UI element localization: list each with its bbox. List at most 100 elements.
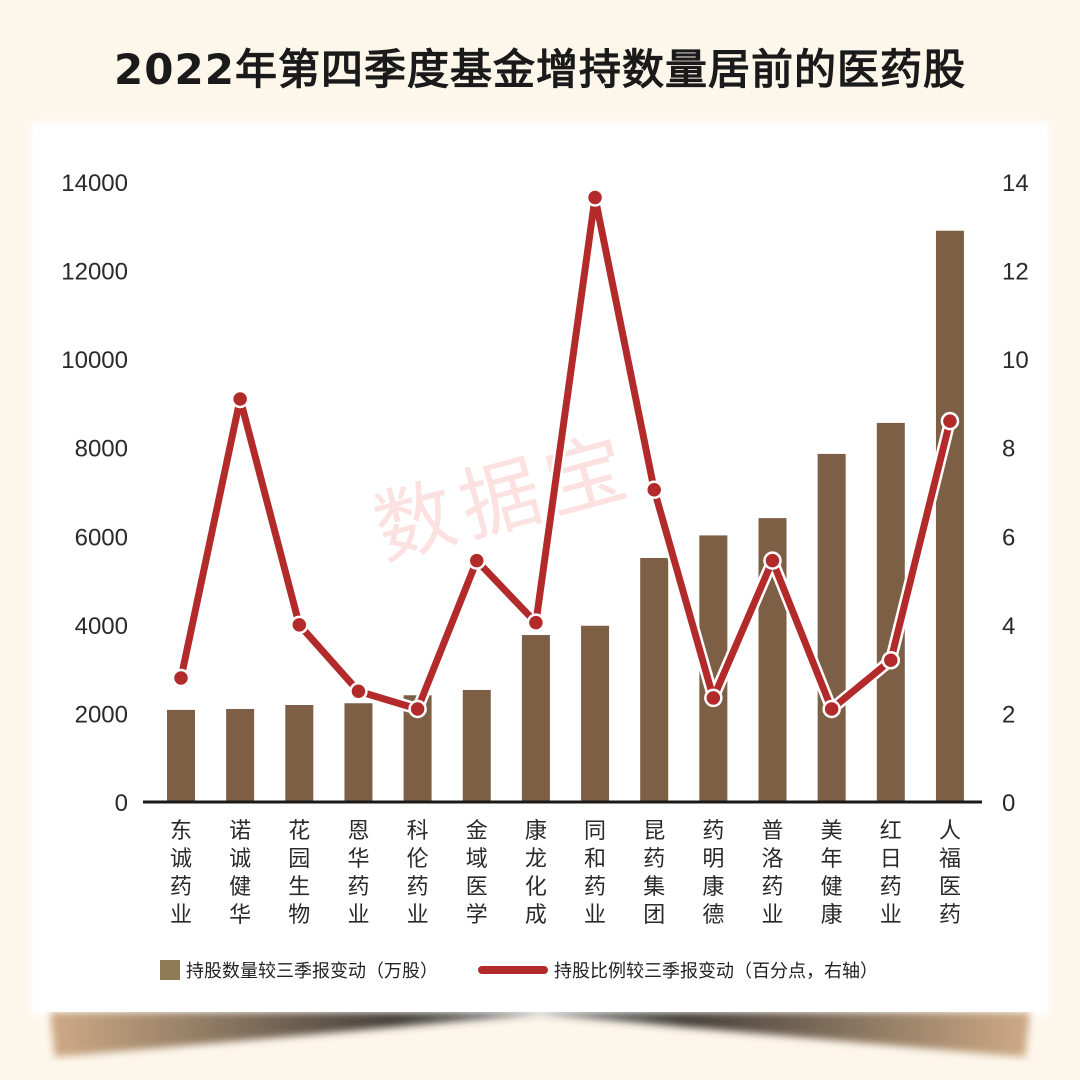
category-label: 健 bbox=[229, 875, 251, 900]
category-label: 业 bbox=[880, 903, 902, 928]
category-label: 医 bbox=[939, 875, 961, 900]
bar bbox=[935, 230, 964, 802]
category-label: 化 bbox=[525, 875, 547, 900]
bar bbox=[640, 557, 669, 802]
left-axis-tick: 0 bbox=[115, 790, 128, 817]
category-label: 康 bbox=[821, 903, 843, 928]
bar bbox=[167, 709, 195, 802]
category-label: 业 bbox=[407, 903, 429, 928]
legend-bar-label: 持股数量较三季报变动（万股） bbox=[186, 961, 438, 982]
category-label: 美 bbox=[821, 819, 843, 844]
line-marker bbox=[230, 389, 250, 409]
line-marker bbox=[171, 668, 191, 688]
line-marker bbox=[349, 682, 368, 701]
category-label: 洛 bbox=[761, 847, 783, 872]
left-axis-tick: 4000 bbox=[75, 613, 128, 640]
category-label: 和 bbox=[584, 847, 606, 872]
right-axis-tick: 10 bbox=[1002, 347, 1029, 374]
category-label: 域 bbox=[466, 847, 488, 872]
category-label: 红 bbox=[880, 819, 902, 844]
left-axis-tick: 14000 bbox=[61, 170, 128, 197]
category-label: 年 bbox=[821, 847, 843, 872]
line-marker bbox=[290, 615, 309, 635]
category-label: 诺 bbox=[229, 819, 251, 844]
line-marker bbox=[822, 699, 841, 719]
category-label: 药 bbox=[407, 875, 429, 900]
category-label: 伦 bbox=[407, 847, 429, 872]
category-label: 同 bbox=[584, 819, 606, 844]
right-axis-tick: 12 bbox=[1002, 259, 1029, 286]
category-label: 普 bbox=[761, 819, 783, 844]
category-label: 药 bbox=[347, 875, 369, 900]
legend-line-label: 持股比例较三季报变动（百分点，右轴） bbox=[554, 961, 878, 982]
legend-line-swatch bbox=[478, 966, 548, 974]
category-label: 龙 bbox=[525, 847, 547, 872]
category-label: 花 bbox=[288, 819, 310, 844]
category-label: 诚 bbox=[229, 847, 251, 872]
category-label: 健 bbox=[821, 875, 843, 900]
line-marker bbox=[467, 551, 486, 570]
line-marker bbox=[585, 188, 605, 207]
category-label: 华 bbox=[347, 847, 369, 872]
category-label: 药 bbox=[880, 875, 902, 900]
category-label: 药 bbox=[702, 819, 724, 844]
bar bbox=[285, 705, 314, 802]
bar bbox=[462, 689, 491, 802]
category-label: 福 bbox=[939, 847, 961, 872]
right-axis-tick: 14 bbox=[1002, 170, 1029, 197]
category-label: 业 bbox=[584, 903, 606, 928]
category-label: 康 bbox=[525, 819, 547, 844]
category-label: 东 bbox=[170, 819, 192, 844]
bar bbox=[817, 453, 846, 802]
left-axis-tick: 6000 bbox=[75, 524, 128, 551]
line-series bbox=[177, 194, 954, 713]
line-marker bbox=[763, 551, 782, 570]
left-axis-tick: 12000 bbox=[61, 259, 128, 286]
category-label: 科 bbox=[407, 819, 429, 844]
right-axis-tick: 0 bbox=[1002, 790, 1015, 817]
left-axis-tick: 8000 bbox=[75, 436, 128, 463]
category-label: 学 bbox=[466, 903, 488, 928]
category-label: 业 bbox=[761, 903, 783, 928]
category-label: 昆 bbox=[643, 819, 665, 844]
right-axis-tick: 8 bbox=[1002, 436, 1015, 463]
category-label: 恩 bbox=[347, 819, 369, 844]
category-label: 生 bbox=[288, 875, 310, 900]
category-label: 人 bbox=[939, 819, 961, 844]
chart-title: 2022年第四季度基金增持数量居前的医药股 bbox=[114, 45, 966, 94]
right-axis-tick: 4 bbox=[1002, 613, 1015, 640]
category-label: 德 bbox=[702, 903, 724, 928]
category-label: 康 bbox=[702, 875, 724, 900]
category-label: 药 bbox=[643, 847, 665, 872]
category-label: 金 bbox=[466, 819, 488, 844]
left-axis-tick: 2000 bbox=[75, 701, 128, 728]
category-label: 诚 bbox=[170, 847, 192, 872]
category-label: 医 bbox=[466, 875, 488, 900]
category-label: 成 bbox=[525, 903, 547, 928]
right-axis-tick: 2 bbox=[1002, 701, 1015, 728]
category-label: 日 bbox=[880, 847, 902, 872]
bar bbox=[344, 703, 373, 802]
category-label: 药 bbox=[584, 875, 606, 900]
line-marker bbox=[408, 699, 427, 719]
line-marker bbox=[881, 651, 901, 670]
category-label: 药 bbox=[761, 875, 783, 900]
chart-legend: 持股数量较三季报变动（万股） 持股比例较三季报变动（百分点，右轴） bbox=[160, 957, 878, 983]
bar bbox=[226, 709, 255, 802]
category-label: 药 bbox=[939, 903, 961, 928]
category-label: 物 bbox=[288, 903, 310, 928]
bar bbox=[581, 625, 610, 802]
category-label: 园 bbox=[288, 847, 310, 872]
bar bbox=[521, 635, 550, 802]
legend-bar-swatch bbox=[160, 960, 180, 980]
category-label: 业 bbox=[170, 903, 192, 928]
right-axis-tick: 6 bbox=[1002, 524, 1015, 551]
category-label: 药 bbox=[170, 875, 192, 900]
line-marker bbox=[644, 480, 664, 500]
line-marker bbox=[704, 688, 723, 708]
category-label: 业 bbox=[347, 903, 369, 928]
category-label: 团 bbox=[643, 903, 665, 928]
category-label: 明 bbox=[702, 847, 724, 872]
line-marker bbox=[526, 613, 546, 632]
